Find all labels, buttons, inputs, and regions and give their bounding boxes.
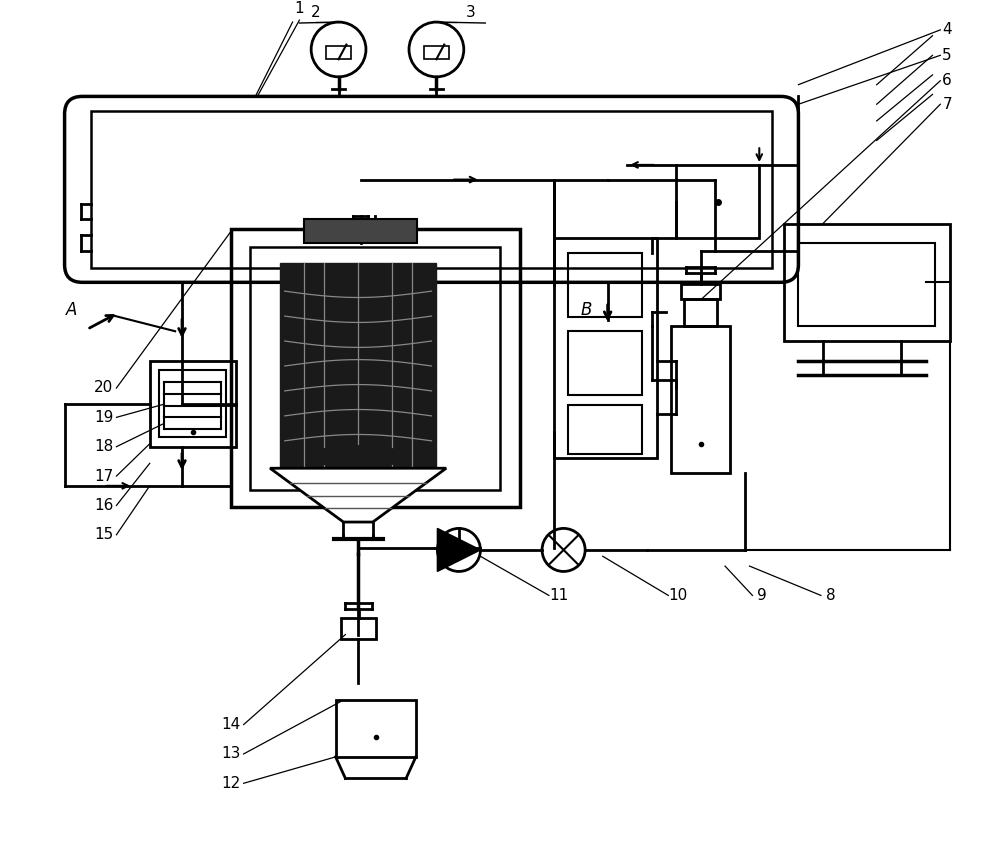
Text: 15: 15 [94,527,113,542]
Text: 5: 5 [942,48,952,63]
Bar [798,243,935,326]
Text: 14: 14 [221,717,241,732]
Polygon shape [280,263,436,468]
Text: 19: 19 [94,410,113,424]
Bar [568,405,642,454]
Bar [336,700,416,757]
Text: 20: 20 [94,381,113,395]
Bar [554,238,657,458]
Bar [684,299,717,326]
Text: 11: 11 [549,588,568,603]
Bar [784,224,950,341]
Bar [681,284,720,299]
Bar [91,111,772,268]
Bar [676,165,759,238]
Polygon shape [437,529,480,572]
Text: 4: 4 [942,22,952,37]
Text: 12: 12 [221,776,241,790]
Bar [304,219,417,243]
Bar [424,46,449,59]
Text: 9: 9 [757,588,767,603]
Bar [326,46,351,59]
Text: 2: 2 [311,5,321,20]
Bar [568,331,642,395]
Text: 16: 16 [94,498,113,513]
Polygon shape [270,468,446,522]
Bar [568,253,642,317]
Text: A: A [66,300,77,319]
Ellipse shape [309,446,407,468]
Bar [671,326,730,474]
Text: 8: 8 [826,588,836,603]
Text: B: B [580,300,592,319]
Bar [250,247,500,490]
Text: 1: 1 [295,1,304,16]
Text: 7: 7 [942,96,952,112]
Bar [341,618,376,640]
Text: 13: 13 [221,746,241,761]
Text: 3: 3 [466,5,476,20]
Bar [150,361,236,447]
Text: 6: 6 [942,73,952,89]
Text: 10: 10 [668,588,688,603]
Bar [159,370,226,437]
Text: 17: 17 [94,468,113,484]
Bar [231,228,520,507]
Text: 18: 18 [94,439,113,455]
